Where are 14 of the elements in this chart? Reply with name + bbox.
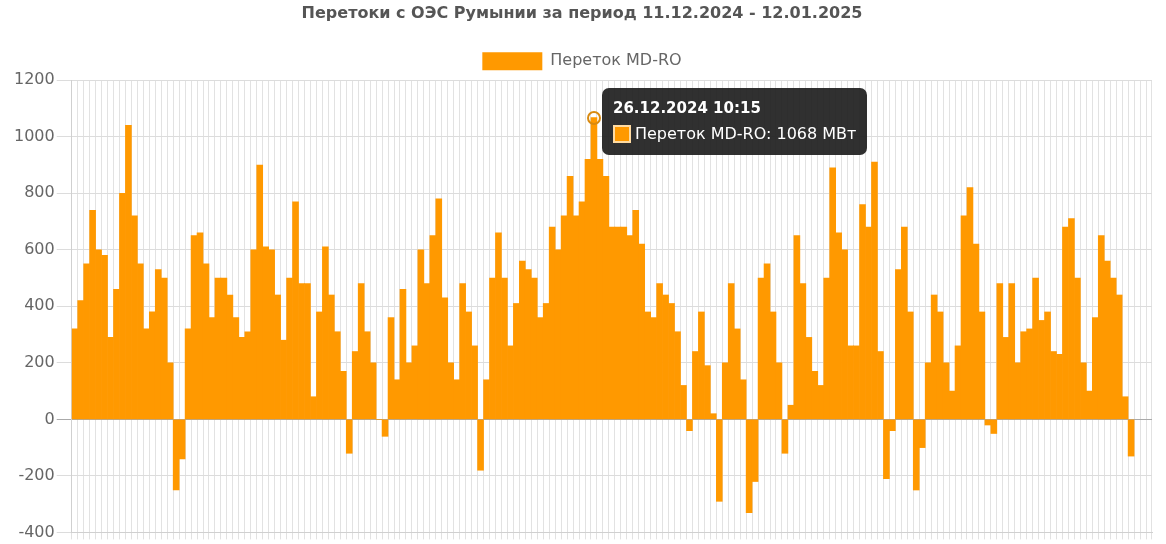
bar bbox=[381, 419, 389, 437]
annotation: 26.12.2024 10:15 Переток MD-RO: 1068 МВт bbox=[612, 98, 857, 145]
chart-title: Перетоки с ОЭС Румынии за период 11.12.2024 - 12.01.2025 bbox=[301, 2, 863, 22]
y-tick-label: 600 bbox=[24, 238, 55, 258]
bar bbox=[781, 419, 789, 454]
y-tick-label: 200 bbox=[24, 351, 55, 371]
y-tick-label: 1000 bbox=[14, 125, 55, 145]
y-tick-label: 800 bbox=[24, 182, 55, 202]
y-tick-label: 400 bbox=[24, 295, 55, 315]
legend-label: Переток MD-RO bbox=[550, 50, 682, 70]
y-tick-label: -400 bbox=[18, 521, 55, 541]
y-tick-label: -200 bbox=[18, 465, 55, 485]
y-tick-label: 1200 bbox=[14, 69, 55, 89]
y-tick-label: 0 bbox=[44, 408, 55, 428]
